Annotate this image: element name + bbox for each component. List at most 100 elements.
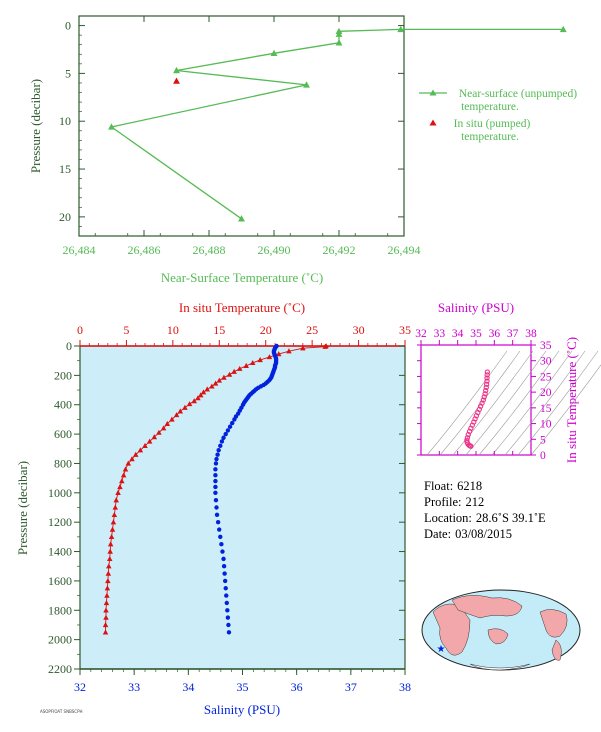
top-y-axis-label: Pressure (decibar) (28, 79, 43, 173)
temperature-point (160, 425, 167, 431)
temperature-point (103, 607, 109, 613)
salinity-point (221, 556, 226, 562)
salinity-point (215, 519, 221, 525)
temperature-point (322, 343, 328, 349)
top-x-tick-label: 26,484 (63, 243, 96, 257)
temperature-point (112, 504, 119, 510)
temperature-point (102, 629, 109, 635)
profile-value: 212 (465, 495, 485, 509)
top-x-tick-label: 26,494 (388, 243, 421, 257)
float-value: 6218 (457, 479, 483, 493)
temperature-tick-label: 5 (123, 323, 129, 337)
ts-axis-ticks: 32 33 34 35 36 37 38 0 5 10 15 20 25 30 35 (415, 328, 552, 462)
date-label: Date: (424, 527, 452, 541)
temperature-point (105, 578, 111, 584)
temperature-point (156, 429, 162, 435)
salinity-point (222, 571, 227, 576)
unpumped-temperature-line (109, 28, 564, 220)
top-plot-frame (78, 15, 405, 237)
pressure-tick-label: 2000 (48, 633, 72, 647)
ts-diagram: 32 33 34 35 36 37 38 0 5 10 15 20 25 30 35 Salinity (P… (415, 300, 601, 463)
top-legend: Near-surface (unpumped) temperature. In … (419, 88, 577, 143)
temperature-point (125, 460, 132, 466)
temperature-point (177, 408, 184, 414)
temperature-point (119, 478, 125, 484)
temperature-point (102, 622, 109, 628)
salinity-tick-label: 35 (237, 680, 249, 694)
temperature-point (106, 563, 112, 569)
salinity-point (218, 534, 223, 540)
density-contour (478, 350, 560, 456)
temperature-point (115, 489, 121, 495)
profile-label: Profile: (424, 495, 462, 509)
ts-plot-frame (420, 344, 532, 456)
ts-point (484, 378, 490, 384)
unpumped-temperature-point (397, 25, 405, 33)
temperature-point (151, 434, 158, 440)
salinity-point (214, 456, 219, 462)
top-axis-ticks: 26,484 26,486 26,488 26,490 26,492 26,494 0 5 10… (59, 16, 421, 257)
salinity-point (225, 608, 230, 613)
temperature-point (104, 585, 111, 591)
ts-x-tick-label: 34 (452, 328, 464, 340)
pressure-tick-label: 2200 (48, 662, 72, 676)
temperature-tick-label: 35 (399, 323, 411, 337)
salinity-point (224, 593, 229, 598)
ts-point (484, 372, 490, 378)
salinity-point (213, 490, 218, 496)
salinity-point (223, 586, 228, 591)
date-value: 03/08/2015 (455, 527, 513, 541)
temperature-point (243, 362, 249, 368)
unpumped-temperature-point (559, 25, 567, 33)
unpumped-temperature-point (270, 49, 278, 57)
salinity-point (225, 428, 231, 433)
ts-point (481, 394, 487, 400)
density-contour (426, 350, 508, 456)
top-x-tick-label: 26,486 (128, 243, 161, 257)
ts-y-tick-label: 10 (540, 419, 552, 431)
salinity-point (227, 424, 233, 429)
temperature-point (107, 541, 114, 547)
density-contour (465, 350, 547, 456)
salinity-point (226, 630, 232, 635)
salinity-point (213, 478, 218, 484)
temperature-point (236, 365, 243, 371)
top-x-tick-label: 26,490 (258, 243, 291, 257)
world-map-icon: ★ (421, 589, 581, 671)
ts-y-tick-label: 30 (540, 356, 552, 368)
salinity-point (213, 473, 218, 478)
temperature-point (111, 511, 118, 518)
salinity-point (230, 420, 235, 426)
ts-point (483, 387, 489, 394)
ts-x-tick-label: 35 (470, 328, 482, 340)
salinity-tick-label: 37 (345, 680, 357, 694)
temperature-point (200, 389, 207, 395)
ts-y-tick-label: 35 (540, 340, 552, 352)
temperature-point (106, 555, 113, 562)
float-row: Float: 6218 (424, 478, 546, 494)
temperature-point (103, 614, 109, 620)
top-series-layer (108, 25, 567, 222)
salinity-point (216, 448, 221, 453)
salinity-point (221, 435, 226, 440)
pressure-tick-label: 1000 (48, 486, 72, 500)
top-y-tick-label: 15 (59, 162, 71, 176)
pumped-temperature-point (173, 77, 180, 84)
legend-label-unpumped-1: Near-surface (unpumped) (459, 88, 577, 100)
ts-y-tick-label: 15 (540, 403, 552, 415)
salinity-point (218, 443, 223, 449)
ts-point (465, 431, 471, 438)
legend-marker-pumped (429, 119, 437, 126)
salinity-point (223, 431, 228, 437)
temperature-point (109, 526, 116, 532)
profile-chart: 0 5 10 15 20 25 30 35 32 33 34 35 36 37 38 0 200 400 600 80… (15, 300, 411, 717)
temperature-tick-label: 30 (353, 323, 365, 337)
ts-x-tick-label: 32 (415, 328, 427, 340)
ts-point (468, 443, 474, 449)
salinity-point (213, 497, 219, 503)
temperature-point (117, 484, 123, 490)
temperature-point (129, 456, 135, 462)
temperature-point (110, 519, 117, 525)
temperature-point (142, 442, 148, 449)
temperature-tick-label: 0 (77, 323, 83, 337)
